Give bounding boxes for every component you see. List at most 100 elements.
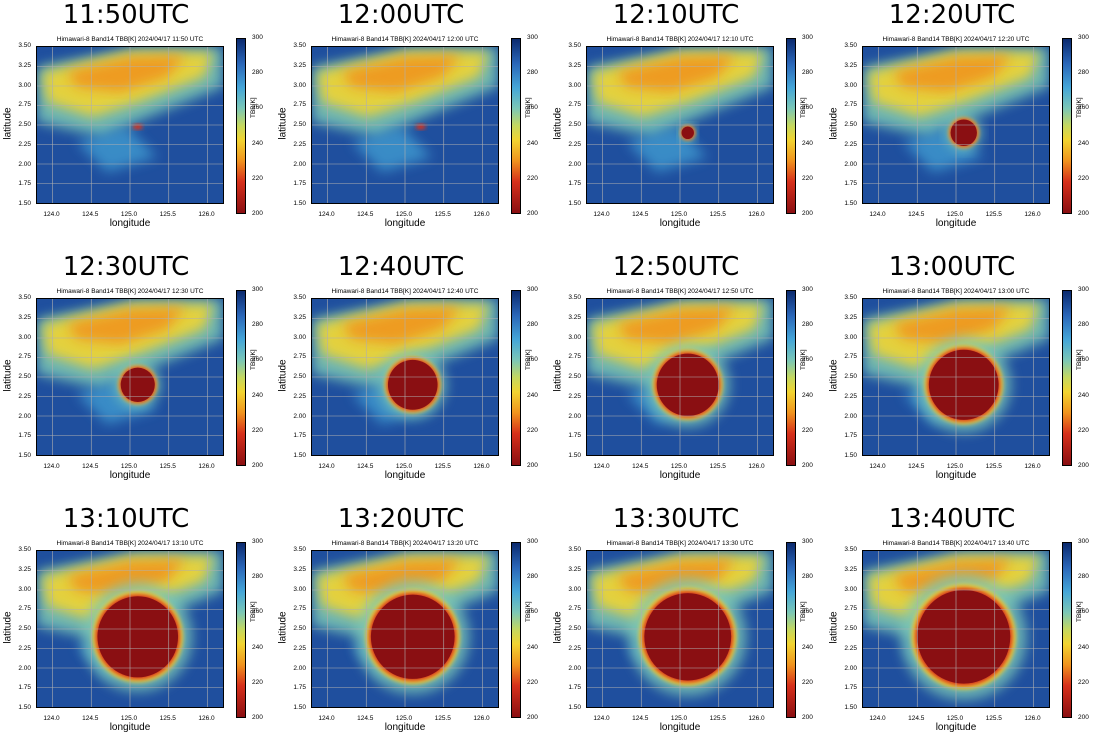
y-tick-label: 2.75 [568, 353, 581, 361]
colorbar-tick-label: 280 [802, 69, 813, 77]
y-tick-label: 3.00 [568, 585, 581, 593]
panel-subtitle: Himawari-8 Band14 TBB[K] 2024/04/17 13:2… [331, 540, 479, 547]
y-tick-label: 2.00 [293, 412, 306, 420]
x-tick-label: 126.0 [1024, 715, 1041, 722]
y-tick-label: 2.50 [18, 373, 31, 380]
x-axis-label: longitude [384, 722, 426, 733]
x-tick-label: 124.5 [908, 211, 925, 218]
colorbar-tick-label: 300 [802, 34, 813, 41]
heatmap-svg [863, 299, 1049, 455]
x-tick-label: 125.0 [946, 715, 964, 722]
y-tick-label: 2.25 [18, 392, 31, 400]
panel-time-title: 13:40UTC [888, 504, 1016, 534]
y-tick-label: 2.50 [844, 373, 857, 380]
y-tick-label: 1.50 [844, 452, 857, 459]
colorbar-tick-label: 300 [252, 286, 263, 293]
colorbar-tick-label: 240 [527, 391, 538, 399]
x-tick-label: 124.5 [357, 463, 374, 470]
colorbar-tick-label: 220 [802, 174, 813, 182]
y-tick-label: 3.25 [293, 61, 306, 69]
panel-subtitle: Himawari-8 Band14 TBB[K] 2024/04/17 12:5… [606, 288, 754, 295]
y-tick-label: 3.50 [293, 42, 306, 49]
colorbar [1062, 38, 1072, 214]
colorbar-tick-label: 260 [527, 608, 538, 616]
panel-time-title: 12:30UTC [62, 252, 190, 282]
colorbar [511, 290, 521, 466]
heatmap-plot [586, 46, 774, 204]
y-tick-label: 2.50 [568, 373, 581, 380]
x-tick-label: 124.0 [43, 463, 60, 470]
y-tick-label: 3.25 [844, 61, 857, 69]
y-tick-label: 1.75 [568, 432, 581, 440]
colorbar-label: TBB[K] [250, 601, 257, 622]
colorbar-tick-label: 280 [1078, 573, 1089, 581]
x-tick-label: 124.5 [357, 715, 374, 722]
x-tick-label: 124.0 [593, 463, 610, 470]
colorbar-tick-label: 200 [802, 714, 813, 721]
y-tick-label: 1.50 [568, 452, 581, 459]
heatmap-svg [587, 47, 773, 203]
y-tick-label: 2.25 [293, 392, 306, 400]
y-tick-label: 2.75 [293, 353, 306, 361]
colorbar-tick-label: 220 [527, 426, 538, 434]
colorbar-label: TBB[K] [525, 349, 532, 370]
colorbar-tick-label: 240 [252, 391, 263, 399]
y-tick-label: 2.75 [844, 101, 857, 109]
x-tick-label: 125.0 [120, 715, 138, 722]
x-axis-label: longitude [659, 470, 701, 481]
y-tick-label: 2.50 [568, 625, 581, 632]
y-tick-label: 1.50 [293, 452, 306, 459]
x-tick-label: 125.5 [159, 211, 176, 218]
colorbar-tick-label: 280 [527, 69, 538, 77]
y-tick-label: 2.25 [293, 644, 306, 652]
y-tick-label: 1.75 [18, 684, 31, 692]
y-tick-label: 2.00 [293, 664, 306, 672]
x-tick-label: 126.0 [473, 715, 490, 722]
y-tick-label: 3.00 [568, 333, 581, 341]
colorbar-tick-label: 200 [1078, 210, 1089, 217]
colorbar-tick-label: 260 [802, 608, 813, 616]
y-tick-label: 1.50 [844, 704, 857, 711]
y-tick-label: 1.75 [293, 684, 306, 692]
chart-panel: 12:20UTC Himawari-8 Band14 TBB[K] 2024/0… [826, 0, 1096, 252]
colorbar-tick-label: 240 [1078, 643, 1089, 651]
x-tick-label: 125.0 [120, 211, 138, 218]
x-tick-label: 124.5 [632, 463, 649, 470]
heatmap-plot [311, 46, 499, 204]
x-tick-label: 125.0 [120, 463, 138, 470]
x-tick-label: 125.0 [946, 211, 964, 218]
panel-subtitle: Himawari-8 Band14 TBB[K] 2024/04/17 12:1… [606, 36, 754, 43]
x-tick-label: 124.5 [82, 715, 99, 722]
x-tick-label: 125.5 [159, 715, 176, 722]
y-tick-label: 2.50 [18, 121, 31, 128]
colorbar-tick-label: 200 [802, 210, 813, 217]
x-tick-label: 124.0 [43, 211, 60, 218]
heatmap-svg [312, 47, 498, 203]
y-tick-label: 1.75 [844, 432, 857, 440]
colorbar [511, 38, 521, 214]
cloud-band-inner [617, 55, 736, 92]
cloud-band-inner [342, 559, 461, 596]
x-tick-label: 126.0 [748, 463, 765, 470]
y-tick-label: 1.75 [844, 180, 857, 188]
y-tick-label: 2.75 [568, 605, 581, 613]
panel-time-title: 13:00UTC [888, 252, 1016, 282]
x-tick-label: 124.5 [82, 463, 99, 470]
y-tick-label: 3.50 [844, 42, 857, 49]
y-tick-label: 3.00 [18, 333, 31, 341]
storm-core [387, 359, 438, 410]
colorbar [1062, 542, 1072, 718]
colorbar-label: TBB[K] [525, 97, 532, 118]
colorbar [1062, 290, 1072, 466]
y-tick-label: 1.50 [568, 200, 581, 207]
storm-seed [132, 123, 143, 130]
y-tick-label: 1.75 [568, 684, 581, 692]
panel-time-title: 12:50UTC [612, 252, 740, 282]
y-tick-label: 3.25 [18, 313, 31, 321]
colorbar-tick-label: 240 [1078, 391, 1089, 399]
colorbar-label: TBB[K] [800, 349, 807, 370]
y-tick-label: 1.50 [18, 200, 31, 207]
x-tick-label: 124.0 [869, 715, 886, 722]
x-axis-label: longitude [659, 722, 701, 733]
x-tick-label: 124.0 [593, 211, 610, 218]
